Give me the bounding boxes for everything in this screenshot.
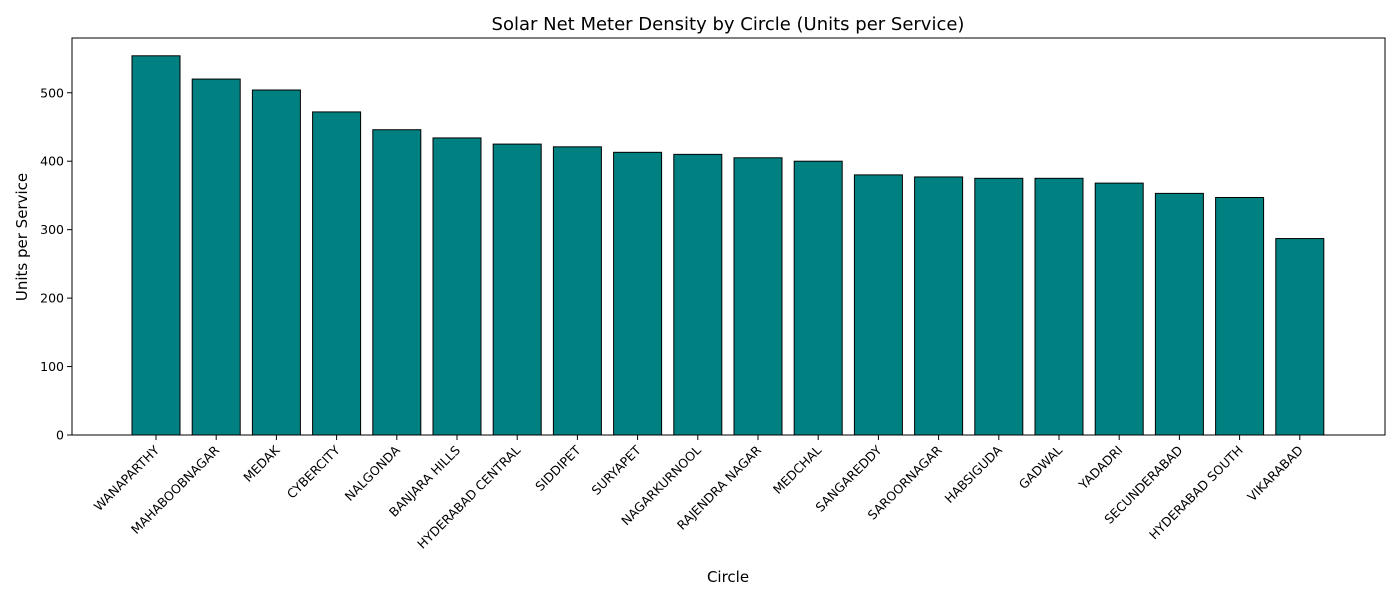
x-tick-label: HABSIGUDA (941, 442, 1005, 506)
bar-rajendra-nagar (733, 157, 783, 436)
x-tick-label: MEDCHAL (770, 442, 824, 496)
bar-secunderabad (1154, 192, 1204, 436)
y-tick-label: 500 (40, 85, 64, 100)
x-tick-label: HYDERABAD CENTRAL (414, 442, 523, 551)
bar-hyderabad-south (1215, 196, 1265, 436)
y-tick-label: 0 (56, 428, 64, 443)
bar-medak (251, 89, 301, 436)
bar-vikarabad (1275, 238, 1325, 436)
y-tick-label: 400 (40, 154, 64, 169)
bar-gadwal (1034, 177, 1084, 436)
plot-frame (71, 37, 1386, 436)
bars-group (131, 55, 1325, 436)
bar-cybercity (312, 111, 362, 436)
x-tick-label: NALGONDA (342, 442, 404, 504)
bar-siddipet (552, 146, 602, 436)
y-tick-label: 200 (40, 291, 64, 306)
x-tick-label: SURYAPET (588, 442, 644, 498)
bar-yadadri (1094, 182, 1144, 436)
bar-hyderabad-central (492, 143, 542, 436)
x-tick-label: VIKARABAD (1244, 443, 1306, 505)
bar-sangareddy (853, 174, 903, 436)
x-tick-label: YADADRI (1075, 443, 1125, 493)
bar-nalgonda (372, 129, 422, 436)
x-tick-label: GADWAL (1016, 442, 1066, 492)
x-tick-label: MEDAK (240, 442, 283, 485)
x-tick-label: CYBERCITY (284, 442, 343, 501)
bar-suryapet (613, 151, 663, 436)
y-axis-label: Units per Service (13, 173, 31, 301)
bar-saroornagar (914, 176, 964, 436)
x-axis-label: Circle (707, 568, 749, 586)
bar-habsiguda (974, 177, 1024, 436)
y-tick-label: 100 (40, 359, 64, 374)
bar-banjara-hills (432, 137, 482, 436)
bar-wanaparthy (131, 55, 181, 436)
y-axis-ticks: 0 100 200 300 400 500 (40, 85, 72, 443)
x-tick-label: SIDDIPET (532, 442, 584, 494)
bar-nagarkurnool (673, 153, 723, 436)
bar-mahaboobnagar (191, 78, 241, 436)
bar-medchal (793, 160, 843, 436)
y-tick-label: 300 (40, 222, 64, 237)
chart-title: Solar Net Meter Density by Circle (Units… (492, 14, 965, 35)
